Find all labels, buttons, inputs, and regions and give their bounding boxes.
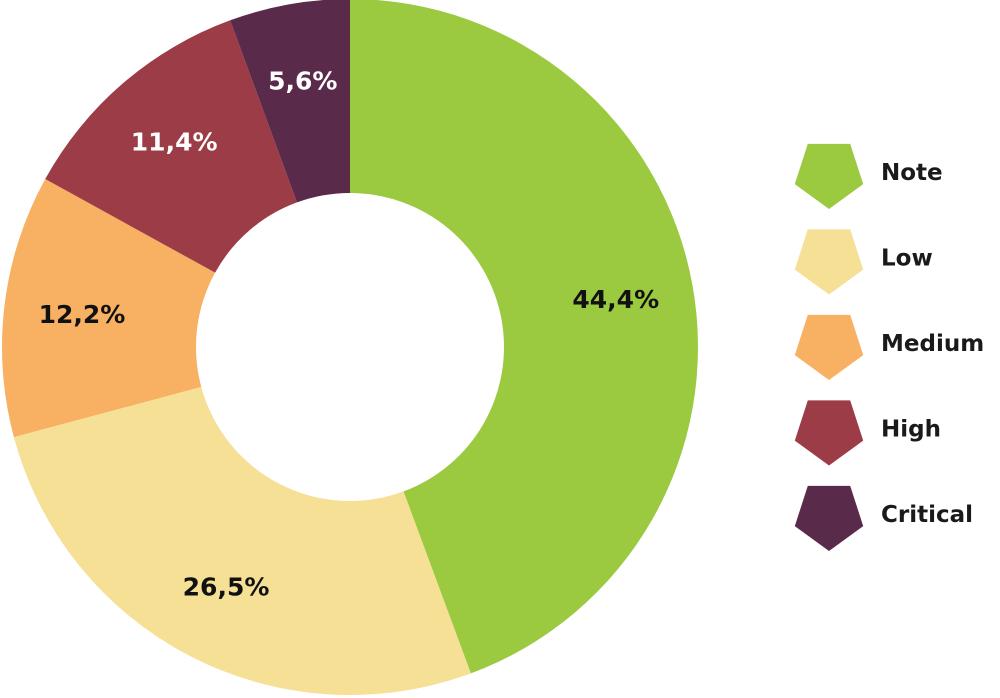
legend-item-note: Note <box>794 143 943 209</box>
pentagon-icon <box>794 400 864 466</box>
legend-label-medium: Medium <box>881 331 984 357</box>
slice-label-critical: 5,6% <box>268 67 337 96</box>
slice-note <box>350 0 698 674</box>
legend-label-critical: Critical <box>881 502 973 528</box>
legend-item-high: High <box>794 400 941 466</box>
legend-item-low: Low <box>794 229 933 295</box>
legend-item-medium: Medium <box>794 314 984 380</box>
legend-label-low: Low <box>881 246 933 272</box>
slice-label-high: 11,4% <box>131 128 218 157</box>
slice-label-medium: 12,2% <box>39 300 126 329</box>
donut-slices <box>1 0 698 695</box>
slice-medium <box>1 179 216 438</box>
legend-label-high: High <box>881 417 941 443</box>
pentagon-icon <box>794 314 864 380</box>
slice-labels: 44,4% 26,5% 12,2% 11,4% 5,6% <box>39 67 660 602</box>
pentagon-icon <box>794 143 864 209</box>
legend-item-critical: Critical <box>794 485 973 551</box>
slice-label-note: 44,4% <box>572 285 659 314</box>
legend-label-note: Note <box>881 160 943 186</box>
chart-legend: Note Low Medium High Critical <box>794 143 984 551</box>
slice-high <box>45 20 297 273</box>
slice-low <box>13 386 471 695</box>
pentagon-icon <box>794 229 864 295</box>
slice-label-low: 26,5% <box>183 572 270 601</box>
slice-critical <box>230 0 350 203</box>
pentagon-icon <box>794 485 864 551</box>
